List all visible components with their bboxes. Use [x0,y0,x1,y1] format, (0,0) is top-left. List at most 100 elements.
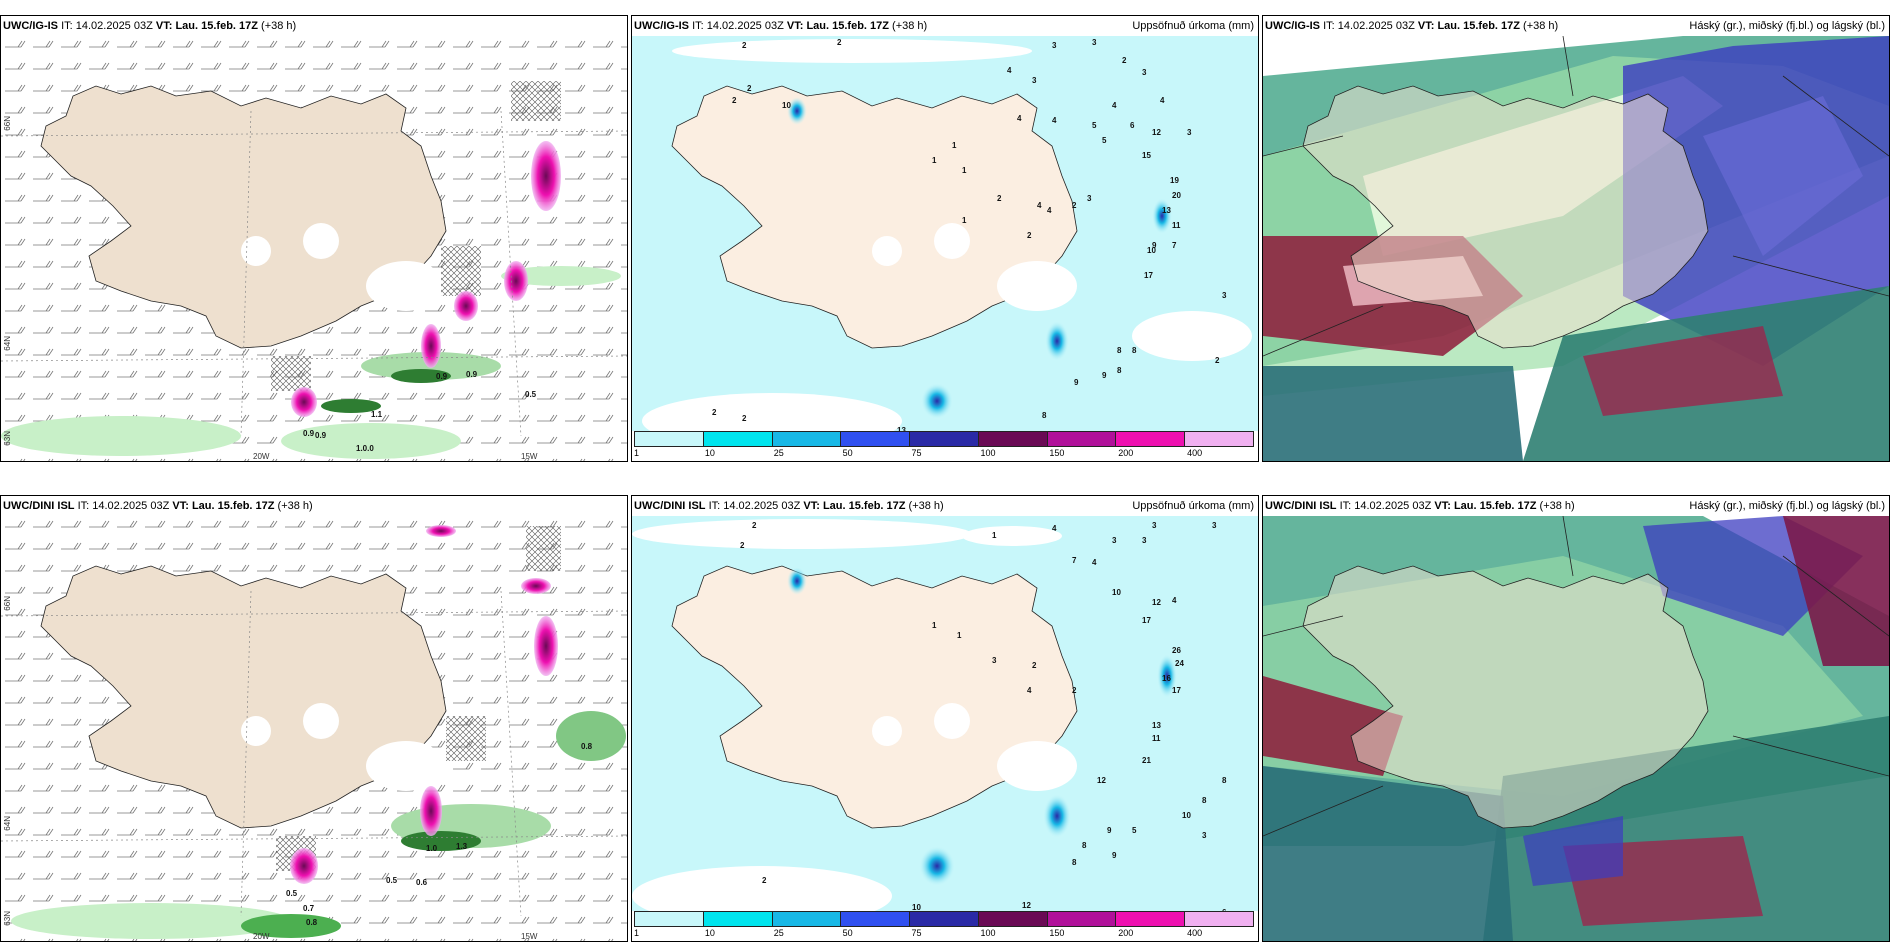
init-label: IT: [61,20,73,32]
accum-value: 10 [912,903,921,912]
panel-header: UWC/IG-IS IT: 14.02.2025 03Z VT: Lau. 15… [1,16,627,36]
accum-value: 8 [1132,346,1137,355]
accum-value: 4 [1052,116,1057,125]
accum-value: 3 [1142,68,1147,77]
panel-header: UWC/IG-IS IT: 14.02.2025 03Z VT: Lau. 15… [1263,16,1889,36]
colorbar-label: 100 [980,448,996,458]
model-name: UWC/DINI ISL [634,500,706,512]
lon-label: 15W [521,932,538,941]
accum-value: 2 [837,38,842,47]
colorbar-label: 200 [1118,448,1134,458]
accum-value: 20 [1172,191,1181,200]
swatch [635,912,704,926]
panel-header: UWC/DINI ISL IT: 14.02.2025 03Z VT: Lau.… [1,496,627,516]
accum-value: 11 [1172,221,1181,230]
accum-value: 1 [962,166,967,175]
precip-value: 0.7 [303,904,315,913]
colorbar-label: 1 [634,928,640,938]
cloud-cover-map [1263,516,1889,941]
precip-value: 0.5 [386,876,398,885]
precip-value: 0.5 [525,390,537,399]
accum-value: 4 [1017,114,1022,123]
precip-value: 0.9 [436,372,448,381]
colorbar-label: 150 [1049,448,1065,458]
model-name: UWC/IG-IS [3,20,58,32]
colorbar-label: 50 [842,928,853,938]
valid-time: Lau. 15.feb. 17Z [822,500,906,512]
accum-value: 5 [1092,121,1097,130]
precip-rate-map [1,516,627,941]
accum-value: 15 [1142,151,1151,160]
precip-rate-map [1,36,627,461]
panel-header: UWC/DINI ISL IT: 14.02.2025 03Z VT: Lau.… [632,496,1258,516]
lead-time: (+38 h) [892,20,928,32]
accum-value: 2 [742,41,747,50]
colorbar-label: 200 [1118,928,1134,938]
colorbar-label: 10 [704,928,715,938]
colorbar-labels: 1 10 25 50 75 100 150 200 400 [634,928,1254,940]
swatch [910,912,979,926]
lead-time: (+38 h) [277,500,313,512]
lat-label: 64N [3,336,12,351]
swatch [703,912,773,926]
accum-value: 21 [1142,756,1151,765]
accum-value: 5 [1132,826,1137,835]
valid-time: Lau. 15.feb. 17Z [1437,20,1520,32]
accum-value: 3 [1187,128,1192,137]
swatch [978,432,1048,446]
panel-title: Uppsöfnuð úrkoma (mm) [1132,500,1254,512]
model-name: UWC/IG-IS [1265,20,1320,32]
accum-value: 1 [992,531,997,540]
accum-value: 3 [1087,194,1092,203]
lat-label: 63N [3,431,12,446]
accum-value: 13 [1152,721,1161,730]
accum-value: 8 [1117,366,1122,375]
lead-time: (+38 h) [1523,20,1559,32]
colorbar-labels: 1 10 25 50 75 100 150 200 400 [634,448,1254,460]
valid-label: VT: [786,20,804,32]
accum-value: 9 [1107,826,1112,835]
accum-value: 2 [1122,56,1127,65]
valid-label: VT: [172,500,189,512]
accum-value: 3 [1032,76,1037,85]
accum-value: 3 [1112,536,1117,545]
accum-value: 2 [762,876,767,885]
precip-value: 0.8 [306,918,318,927]
model-name: UWC/IG-IS [634,20,689,32]
accum-value: 8 [1082,841,1087,850]
accum-value: 3 [992,656,997,665]
init-label: IT: [1339,500,1352,512]
accum-value: 4 [1172,596,1177,605]
swatch [841,912,911,926]
swatch [841,432,911,446]
valid-time: Lau. 15.feb. 17Z [175,20,258,32]
accum-value: 16 [1162,674,1171,683]
panel-igis-precip-rate: UWC/IG-IS IT: 14.02.2025 03Z VT: Lau. 15… [0,15,628,462]
valid-label: VT: [1417,20,1435,32]
accum-value: 3 [1222,291,1227,300]
init-label: IT: [708,500,721,512]
swatch [772,432,842,446]
accum-value: 4 [1027,686,1032,695]
cloud-cover-map [1263,36,1889,461]
accum-value: 2 [1032,661,1037,670]
swatch [910,432,979,446]
accum-value: 1 [932,621,937,630]
init-time: 14.02.2025 03Z [1354,500,1432,512]
valid-time: Lau. 15.feb. 17Z [191,500,275,512]
panel-dini-precip-rate: UWC/DINI ISL IT: 14.02.2025 03Z VT: Lau.… [0,495,628,942]
swatch [1047,912,1117,926]
precip-value: 1.1 [371,410,383,419]
colorbar-label: 75 [911,928,922,938]
colorbar-label: 1 [634,448,640,458]
swatch [978,912,1048,926]
accum-value: 1 [962,216,967,225]
accum-value: 2 [1072,201,1077,210]
panel-dini-cloud: UWC/DINI ISL IT: 14.02.2025 03Z VT: Lau.… [1262,495,1890,942]
init-label: IT: [692,20,704,32]
accum-value: 7 [1172,241,1177,250]
colorbar-label: 50 [842,448,853,458]
accum-precip-map [632,516,1258,941]
accum-value: 12 [1097,776,1106,785]
precip-value: 0.9 [303,429,315,438]
